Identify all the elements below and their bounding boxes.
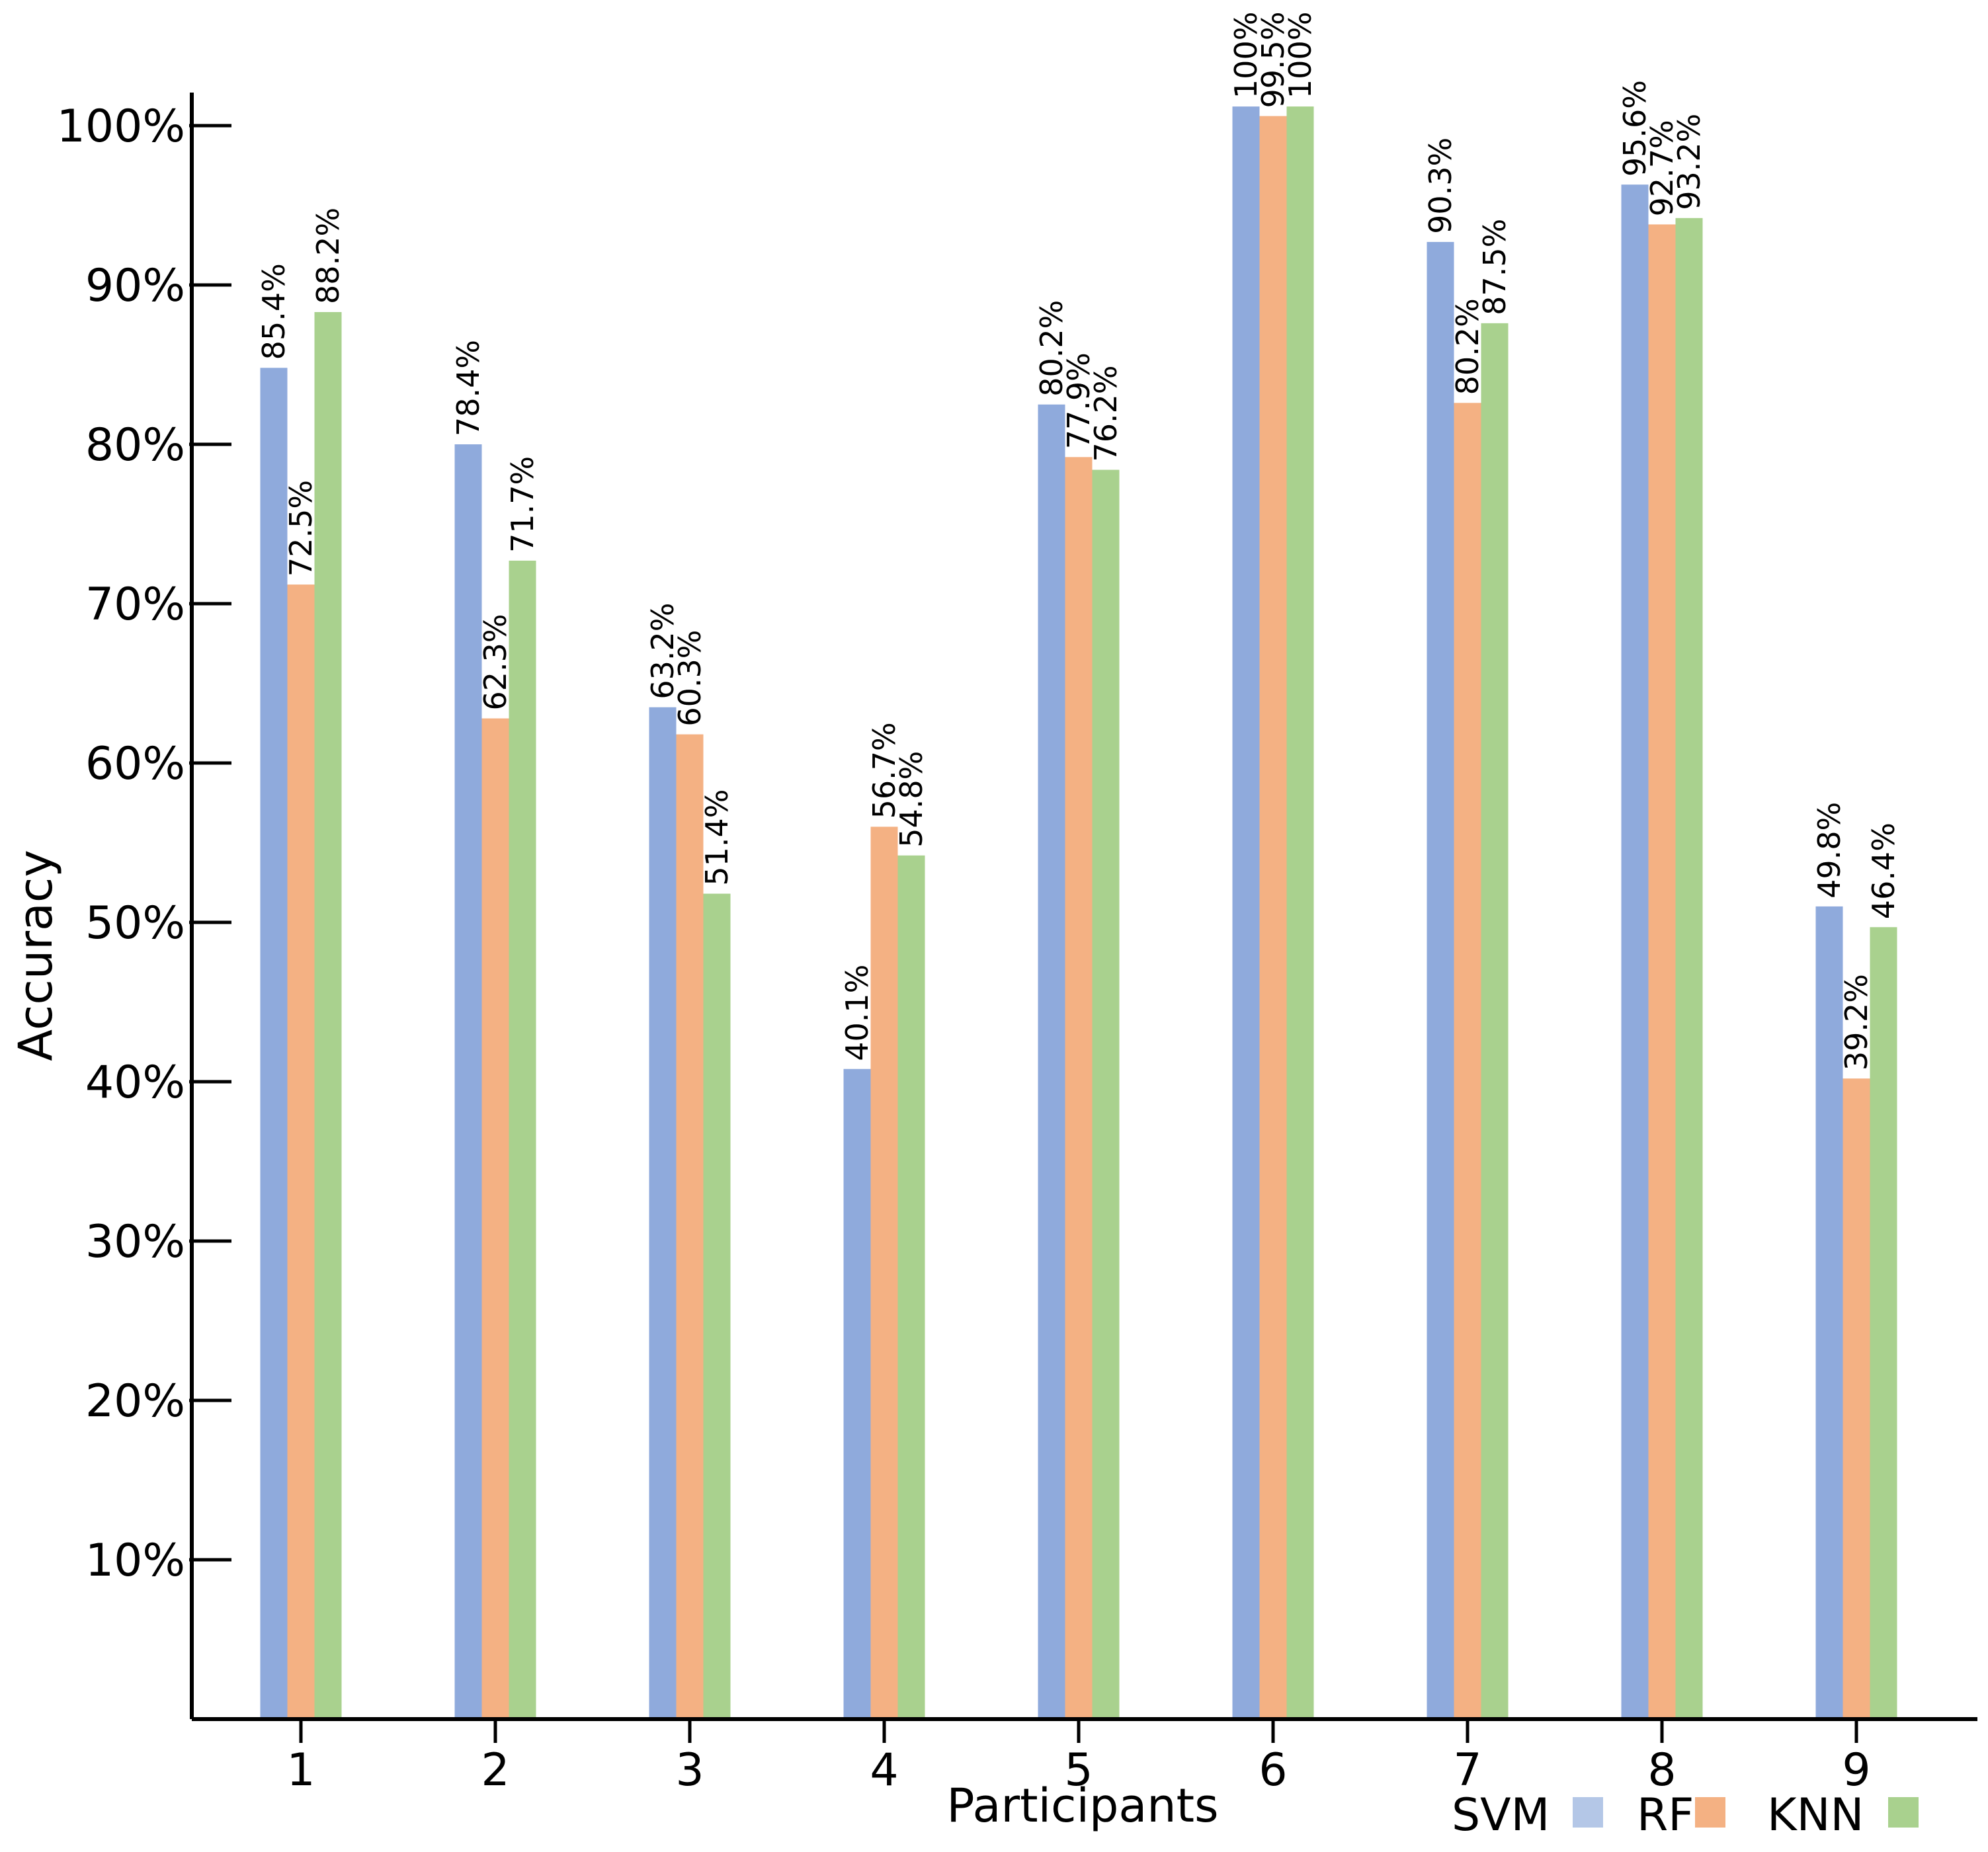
bar-knn-p2 — [509, 560, 536, 1720]
x-tick-label-2: 2 — [481, 1744, 509, 1796]
data-label-knn-p5: 76.2% — [1088, 365, 1124, 462]
x-axis-title: Participants — [946, 1779, 1218, 1833]
bar-rf-p2 — [481, 718, 509, 1719]
data-label-rf-p2: 62.3% — [477, 614, 513, 710]
data-label-rf-p7: 80.2% — [1450, 298, 1485, 395]
bar-svm-p6 — [1232, 106, 1260, 1719]
bar-knn-p9 — [1870, 927, 1897, 1719]
bars-layer — [260, 106, 1897, 1720]
data-label-rf-p4: 56.7% — [866, 722, 902, 819]
bar-rf-p7 — [1454, 403, 1481, 1719]
data-label-rf-p1: 72.5% — [283, 480, 319, 577]
x-tick-label-9: 9 — [1842, 1744, 1870, 1796]
bar-svm-p8 — [1621, 184, 1649, 1720]
legend-swatch-svm — [1573, 1797, 1603, 1828]
y-tick-label-60: 60% — [85, 738, 185, 790]
bar-rf-p8 — [1648, 224, 1676, 1720]
data-label-knn-p9: 46.4% — [1866, 823, 1901, 919]
bar-knn-p1 — [314, 311, 342, 1720]
data-label-rf-p6: 99.5% — [1255, 11, 1291, 108]
data-label-knn-p1: 88.2% — [310, 208, 346, 304]
data-label-rf-p5: 77.9% — [1061, 352, 1097, 449]
y-tick-label-80: 80% — [85, 419, 185, 471]
bar-knn-p7 — [1481, 323, 1509, 1719]
data-label-knn-p3: 51.4% — [699, 789, 735, 885]
bar-rf-p3 — [676, 734, 704, 1719]
data-label-rf-p3: 60.3% — [672, 629, 708, 726]
data-label-svm-p2: 78.4% — [450, 340, 486, 436]
data-label-svm-p5: 80.2% — [1034, 300, 1069, 397]
bar-svm-p5 — [1038, 404, 1065, 1719]
bar-knn-p3 — [703, 893, 731, 1719]
bar-svm-p9 — [1815, 906, 1843, 1719]
data-label-svm-p1: 85.4% — [256, 263, 292, 360]
data-label-knn-p6: 100% — [1282, 12, 1318, 99]
x-tick-label-4: 4 — [870, 1744, 898, 1796]
y-axis-title: Accuracy — [9, 850, 63, 1061]
data-label-knn-p7: 87.5% — [1477, 219, 1512, 315]
y-tick-label-20: 20% — [85, 1375, 185, 1428]
data-label-svm-p9: 49.8% — [1811, 802, 1847, 899]
legend-label-knn: KNN — [1767, 1789, 1864, 1841]
y-tick-label-10: 10% — [85, 1535, 185, 1587]
bar-rf-p9 — [1843, 1078, 1870, 1719]
data-label-svm-p8: 95.6% — [1617, 80, 1653, 177]
legend: SVM RF KNN — [1452, 1789, 1919, 1841]
legend-label-svm: SVM — [1452, 1789, 1550, 1841]
bar-svm-p3 — [649, 707, 677, 1719]
data-label-knn-p2: 71.7% — [505, 456, 540, 553]
bar-svm-p7 — [1427, 241, 1454, 1720]
legend-label-rf: RF — [1637, 1789, 1694, 1841]
bar-rf-p4 — [870, 826, 898, 1719]
x-tick-label-1: 1 — [286, 1744, 315, 1796]
data-label-rf-p9: 39.2% — [1839, 974, 1874, 1070]
legend-swatch-rf — [1695, 1797, 1725, 1828]
data-label-svm-p7: 90.3% — [1423, 138, 1458, 234]
bar-svm-p1 — [260, 368, 288, 1719]
x-tick-label-6: 6 — [1259, 1744, 1287, 1796]
x-tick-label-3: 3 — [675, 1744, 704, 1796]
x-tick-label-7: 7 — [1453, 1744, 1481, 1796]
bar-svm-p4 — [843, 1068, 871, 1719]
y-tick-label-100: 100% — [57, 101, 185, 153]
y-tick-label-50: 50% — [85, 897, 185, 949]
data-label-knn-p4: 54.8% — [893, 751, 929, 848]
y-tick-label-70: 70% — [85, 579, 185, 631]
y-tick-label-30: 30% — [85, 1216, 185, 1268]
bar-knn-p5 — [1092, 469, 1120, 1719]
axes-layer: 10% 20% 30% 40% 50% 60% 70% 80% 90% 100% 1 2 3 4 5 6 7 8 9 — [57, 93, 1977, 1796]
x-tick-label-8: 8 — [1647, 1744, 1676, 1796]
bar-rf-p6 — [1259, 116, 1287, 1719]
y-tick-label-90: 90% — [85, 260, 185, 312]
bar-rf-p1 — [287, 584, 315, 1719]
data-label-svm-p4: 40.1% — [839, 965, 875, 1061]
x-tick-label-5: 5 — [1064, 1744, 1093, 1796]
bar-svm-p2 — [454, 444, 482, 1719]
data-labels-layer: 85.4% 72.5% 88.2% 78.4% 62.3% 71.7% 63.2%60.3%… — [256, 11, 1901, 1070]
y-tick-label-40: 40% — [85, 1057, 185, 1109]
bar-knn-p8 — [1675, 218, 1703, 1719]
bar-rf-p5 — [1065, 457, 1093, 1719]
data-label-svm-p6: 100% — [1228, 12, 1264, 99]
data-label-knn-p8: 93.2% — [1671, 114, 1707, 210]
bar-knn-p4 — [897, 855, 925, 1719]
legend-swatch-knn — [1888, 1797, 1919, 1828]
data-label-svm-p3: 63.2% — [645, 603, 681, 700]
data-label-rf-p8: 92.7% — [1644, 120, 1680, 216]
bar-knn-p6 — [1286, 106, 1314, 1719]
